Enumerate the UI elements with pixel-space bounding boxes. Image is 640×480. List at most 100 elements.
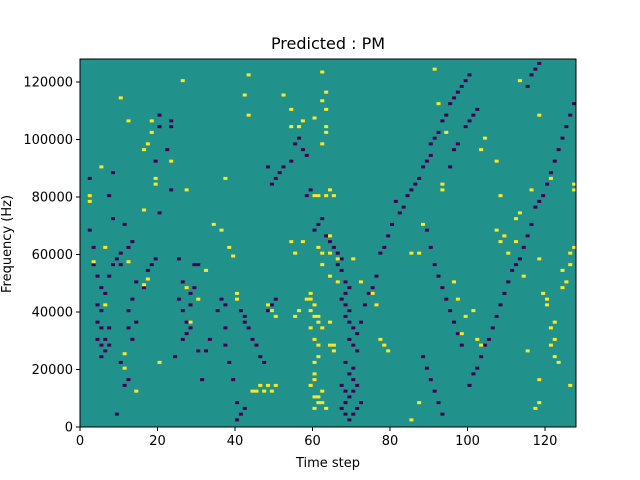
heatmap-cell-high [211,222,216,226]
heatmap-cell-high [312,372,317,376]
heatmap-cell-high [204,268,209,272]
y-axis: 0 20000 40000 60000 80000 100000 120000 [23,76,80,436]
heatmap-cell-high [312,314,317,318]
heatmap-cell-low [142,286,147,290]
heatmap-cell-high [235,291,240,295]
heatmap-cell-high [316,245,321,249]
heatmap-cell-low [355,332,360,336]
heatmap-cell-high [316,314,321,318]
heatmap-cell-low [533,205,538,209]
heatmap-cell-high [444,130,449,134]
heatmap-cell-low [343,291,348,295]
heatmap-cell-low [235,401,240,405]
heatmap-cell-low [114,412,119,416]
heatmap-cell-low [525,234,530,238]
heatmap-cell-low [347,418,352,422]
heatmap-cell-low [223,303,228,307]
heatmap-cell-low [436,401,441,405]
heatmap-cell-low [153,257,158,261]
heatmap-cell-low [339,297,344,301]
heatmap-cell-low [149,263,154,267]
heatmap-cell-low [452,96,457,100]
heatmap-cell-low [157,125,162,129]
y-tick-label: 100000 [23,133,73,148]
heatmap-cell-low [266,309,271,313]
heatmap-cell-high [316,194,321,198]
heatmap-cell-high [331,349,336,353]
heatmap-cell-low [448,165,453,169]
heatmap-cell-high [545,303,550,307]
heatmap-cell-high [312,116,317,120]
heatmap-cell-high [320,389,325,393]
heatmap-cell-high [184,188,189,192]
heatmap-cell-high [556,360,561,364]
heatmap-cell-low [254,343,259,347]
heatmap-cell-high [258,383,263,387]
heatmap-cell-high [331,194,336,198]
heatmap-cell-low [269,182,274,186]
heatmap-cell-low [324,234,329,238]
plot-area [79,58,577,428]
heatmap-cell-high [455,297,460,301]
heatmap-cell-low [494,314,499,318]
heatmap-cell-high [312,360,317,364]
heatmap-cell-low [409,188,414,192]
heatmap-cell-high [517,211,522,215]
heatmap-cell-high [564,280,569,284]
heatmap-cell-high [548,326,553,330]
heatmap-cell-low [320,217,325,221]
heatmap-cell-high [324,125,329,129]
heatmap-cell-low [459,343,464,347]
heatmap-cell-low [273,176,278,180]
heatmap-cell-low [215,309,220,313]
heatmap-cell-low [176,297,181,301]
heatmap-cell-high [184,286,189,290]
heatmap-cell-low [455,332,460,336]
heatmap-cell-low [548,171,553,175]
heatmap-cell-high [328,343,333,347]
heatmap-cell-low [111,217,116,221]
heatmap-cell-high [328,320,333,324]
heatmap-cell-high [572,188,577,192]
heatmap-cell-low [347,320,352,324]
heatmap-cell-low [242,406,247,410]
heatmap-cell-high [335,280,340,284]
heatmap-cell-low [432,136,437,140]
heatmap-cell-high [374,303,379,307]
heatmap-cell-low [444,113,449,117]
heatmap-cell-low [436,274,441,278]
heatmap-cell-low [351,326,356,330]
heatmap-cell-high [552,320,557,324]
heatmap-cell-low [440,412,445,416]
heatmap-cell-low [328,240,333,244]
heatmap-cell-high [231,254,236,258]
heatmap-cell-low [246,326,251,330]
heatmap-cell-low [405,194,410,198]
heatmap-cell-high [297,125,302,129]
heatmap-cell-high [316,401,321,405]
heatmap-cell-high [320,326,325,330]
heatmap-cell-low [351,343,356,347]
heatmap-cell-high [273,383,278,387]
heatmap-cell-high [99,165,104,169]
heatmap-cell-low [490,326,495,330]
heatmap-cell-high [312,303,317,307]
heatmap-cell-high [293,314,298,318]
heatmap-cell-low [370,286,375,290]
heatmap-cell-high [378,337,383,341]
heatmap-cell-high [246,73,251,77]
heatmap-cell-low [184,320,189,324]
heatmap-cell-low [173,355,178,359]
heatmap-cell-high [440,182,445,186]
heatmap-cell-low [362,303,367,307]
heatmap-cell-low [502,291,507,295]
x-tick-label: 40 [227,434,244,449]
heatmap-cell-high [463,314,468,318]
heatmap-cell-high [188,320,193,324]
y-tick-label: 20000 [32,363,73,378]
heatmap-cell-low [428,153,433,157]
heatmap-cell-low [486,337,491,341]
heatmap-cell-low [238,412,243,416]
heatmap-cell-high [300,240,305,244]
